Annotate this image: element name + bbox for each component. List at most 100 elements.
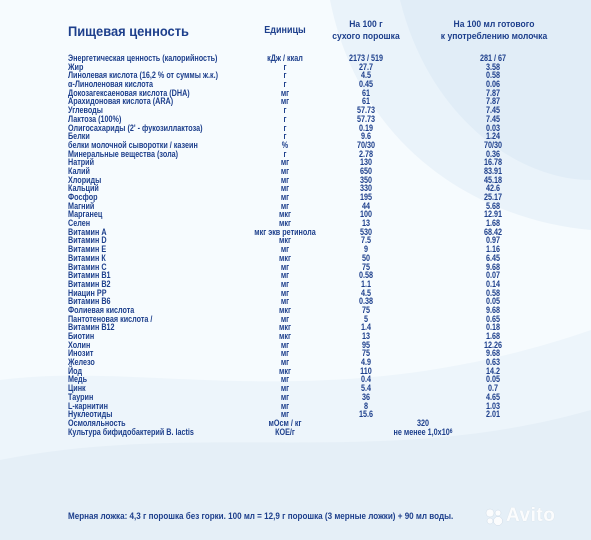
row-value-per-100ml: 0.18 — [485, 322, 501, 333]
row-name: Витамин В12 — [68, 322, 115, 333]
row-value-per-100g: 0.38 — [358, 296, 374, 307]
table-row: Ниацин РР мг 4.5 0.58 — [0, 287, 591, 298]
row-unit: мкг — [279, 218, 291, 229]
row-value-per-100ml: 1.16 — [485, 244, 501, 255]
row-value-per-100ml: 0.58 — [485, 287, 501, 298]
row-name: Марганец — [68, 209, 103, 220]
table-row: Йод мкг 110 14.2 — [0, 365, 591, 376]
row-name: Культура бифидобактерий B. lactis — [68, 426, 194, 437]
row-value-per-100ml: 83.91 — [483, 165, 503, 176]
row-value-per-100ml: 42.6 — [485, 183, 501, 194]
row-name: Арахидоновая кислота (ARA) — [68, 96, 174, 107]
row-value-per-100g: 95 — [361, 339, 371, 350]
row-unit: мг — [280, 348, 290, 359]
row-value-per-100g: 4.5 — [360, 70, 372, 81]
row-unit: мг — [280, 261, 290, 272]
row-value-per-100g: 5.4 — [360, 383, 372, 394]
table-row: Олигосахариды (2' - фукозиллактоза) г 0.19… — [0, 122, 591, 133]
row-name: Цинк — [68, 383, 86, 394]
row-name: Таурин — [68, 391, 94, 402]
row-value-per-100g: 15.6 — [358, 409, 374, 420]
row-value-per-100ml: 9.68 — [485, 304, 501, 315]
row-name: Магний — [68, 200, 95, 211]
per-100g-header-line2: сухого порошка — [332, 31, 400, 42]
row-value-per-100ml: 1.68 — [485, 218, 501, 229]
row-name: Натрий — [68, 157, 95, 168]
row-value-per-100g: 530 — [359, 226, 373, 237]
table-row: Витамин С мг 75 9.68 — [0, 261, 591, 272]
table-row: Энергетическая ценность (калорийность) кД… — [0, 54, 591, 63]
row-name: Нуклеотиды — [68, 409, 113, 420]
row-value-per-100ml: 0.7 — [487, 383, 499, 394]
row-name: Биотин — [68, 331, 95, 341]
row-unit: мкг — [279, 322, 291, 333]
table-row: Витамин D мкг 7.5 0.97 — [0, 236, 591, 245]
row-value-per-100ml: 0.63 — [485, 357, 501, 368]
row-value-per-100ml: 4.65 — [485, 391, 501, 402]
row-value-per-100g: 4.5 — [360, 287, 372, 298]
table-row: Марганец мкг 100 12.91 — [0, 210, 591, 219]
per-100ml-header-line2: к употреблению молочка — [440, 31, 548, 42]
row-value-per-100g: 1.4 — [360, 322, 372, 333]
row-value-per-100ml: 6.45 — [485, 252, 501, 263]
row-name: Витамин D — [68, 235, 107, 246]
row-value-per-100ml: 7.87 — [485, 87, 501, 98]
row-unit: мг — [280, 96, 290, 107]
row-value-per-100ml: 0.58 — [485, 70, 501, 81]
row-unit: мкг — [279, 252, 291, 263]
row-unit: мг — [280, 87, 290, 98]
row-name: Минеральные вещества (зола) — [68, 148, 179, 159]
row-name: Линолевая кислота (16,2 % от суммы ж.к.) — [68, 70, 218, 81]
row-unit: мг — [280, 200, 290, 211]
row-value-per-100g: 27.7 — [358, 61, 374, 72]
row-unit: мг — [280, 244, 290, 255]
row-value-per-100ml: 14.2 — [485, 365, 501, 376]
row-unit: КОЕ/г — [275, 426, 295, 437]
row-unit: г — [283, 148, 287, 159]
row-unit: мкг экв ретинола — [254, 226, 316, 237]
table-row: Железо мг 4.9 0.63 — [0, 358, 591, 367]
row-unit: мг — [280, 357, 290, 368]
row-name: Хлориды — [68, 174, 102, 185]
row-unit: мг — [280, 374, 290, 385]
row-value-per-100ml: 9.68 — [485, 348, 501, 359]
row-value-per-100ml: 7.45 — [485, 105, 501, 116]
table-row: Минеральные вещества (зола) г 2.78 0.36 — [0, 148, 591, 159]
row-unit: мг — [280, 287, 290, 298]
row-value-per-100g: 61 — [361, 87, 371, 98]
table-row: Витамин В1 мг 0.58 0.07 — [0, 271, 591, 280]
row-value-per-100ml: 0.03 — [485, 122, 501, 133]
row-value-per-100g: 44 — [361, 200, 371, 211]
table-row: Линолевая кислота (16,2 % от суммы ж.к.)… — [0, 71, 591, 80]
row-value-per-100g: 2173 / 519 — [348, 53, 384, 63]
row-unit: мг — [280, 174, 290, 185]
row-value-per-100ml: 1.68 — [485, 331, 501, 341]
row-value-per-100g: 2.78 — [358, 148, 374, 159]
row-value-per-100ml: 7.45 — [485, 113, 501, 124]
row-name: Углеводы — [68, 105, 103, 116]
row-unit: г — [283, 70, 287, 81]
row-name: Витамин К — [68, 252, 106, 263]
row-value-per-100ml: 281 / 67 — [479, 53, 507, 63]
row-value-per-100ml: 0.07 — [485, 270, 501, 281]
row-value-per-100ml: 0.14 — [485, 278, 501, 289]
row-value-per-100g: 330 — [359, 183, 373, 194]
row-value-per-100g: 130 — [359, 157, 373, 168]
table-row: Цинк мг 5.4 0.7 — [0, 384, 591, 393]
row-value-per-100ml: 45.18 — [483, 174, 503, 185]
row-value-per-100ml: 0.06 — [485, 79, 501, 90]
table-row: Витамин А мкг экв ретинола 530 68.42 — [0, 226, 591, 237]
row-value-per-100g: 9 — [363, 244, 369, 255]
row-name: Инозит — [68, 348, 94, 359]
row-name: Олигосахариды (2' - фукозиллактоза) — [68, 122, 203, 133]
row-value-per-100g: 7.5 — [360, 235, 372, 246]
row-value-per-100g: 50 — [361, 252, 371, 263]
row-value-per-100ml: 25.17 — [483, 192, 503, 202]
row-value-per-100g: 75 — [361, 348, 371, 359]
row-unit: мг — [280, 157, 290, 168]
row-name: Фосфор — [68, 192, 98, 202]
row-name: Витамин С — [68, 261, 107, 272]
row-name: белки молочной сыворотки / казеин — [68, 139, 198, 150]
row-value-per-100ml: 12.91 — [483, 209, 503, 220]
